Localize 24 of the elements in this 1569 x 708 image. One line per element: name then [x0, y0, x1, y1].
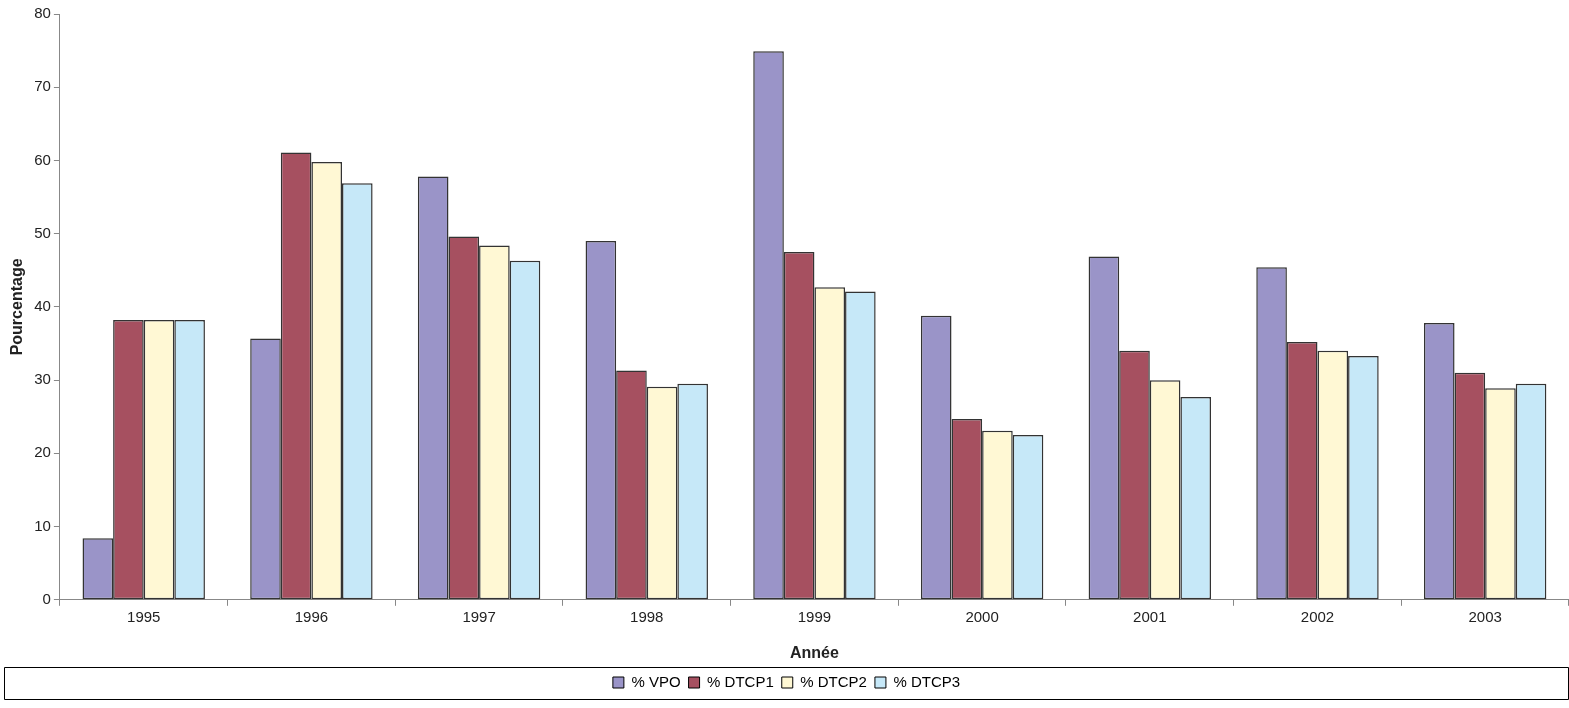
y-axis-title: Pourcentage — [8, 258, 26, 356]
x-tick-label: 1996 — [294, 607, 329, 625]
x-tick-label: 2002 — [1300, 607, 1335, 625]
x-tick-label: 2001 — [1133, 607, 1167, 625]
x-tick-label: 2003 — [1468, 607, 1502, 625]
legend-label: % DTCP3 — [893, 672, 961, 690]
y-tick-label: 0 — [42, 589, 51, 607]
x-tick-label: 1997 — [462, 607, 496, 625]
x-tick-label: 2000 — [965, 607, 999, 625]
y-tick-label: 20 — [34, 443, 51, 461]
x-tick-label: 1995 — [127, 607, 161, 625]
y-tick-label: 10 — [34, 516, 51, 534]
y-tick-label: 80 — [34, 4, 51, 22]
x-tick-label: 1998 — [630, 607, 664, 625]
legend-label: % DTCP1 — [707, 672, 774, 690]
y-tick-label: 60 — [34, 150, 51, 168]
y-tick-label: 40 — [34, 297, 51, 315]
y-tick-label: 70 — [34, 77, 51, 95]
x-axis-title: Année — [789, 643, 839, 661]
y-tick-label: 30 — [34, 370, 51, 388]
legend-label: % VPO — [631, 672, 681, 690]
x-tick-label: 1999 — [797, 607, 832, 625]
y-tick-label: 50 — [34, 223, 51, 241]
legend-label: % DTCP2 — [800, 672, 867, 690]
